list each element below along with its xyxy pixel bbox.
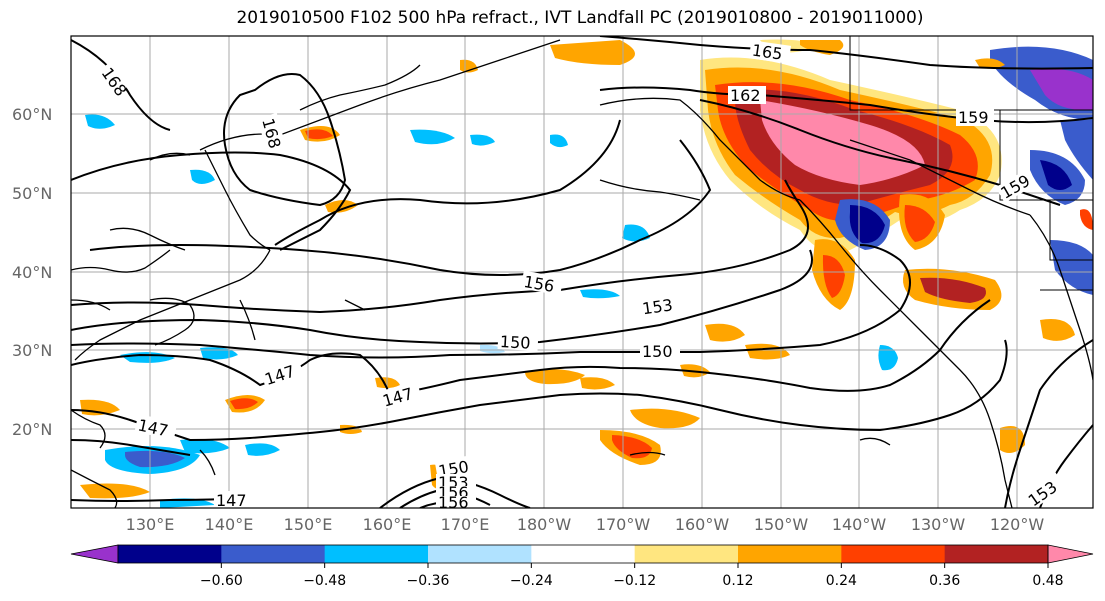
colorbar-tick-label: −0.24: [510, 573, 553, 589]
colorbar: −0.60 −0.48 −0.36 −0.24 −0.12 0.12 0.24 0.36 0.4…: [70, 544, 1094, 589]
colorbar-tick-label: 0.36: [929, 573, 960, 589]
lon-label: 130°W: [911, 515, 966, 534]
colorbar-swatch: [738, 545, 842, 563]
colorbar-tick-label: 0.12: [722, 573, 753, 589]
lon-label: 150°E: [284, 515, 333, 534]
contour-label: 165: [751, 41, 784, 64]
map-frame: [70, 35, 1094, 509]
colorbar-swatch: [634, 545, 739, 563]
lon-label: 170°W: [596, 515, 651, 534]
colorbar-tick-label: −0.36: [407, 573, 450, 589]
colorbar-extend-high: [1047, 544, 1094, 564]
colorbar-tick-label: −0.12: [613, 573, 656, 589]
lon-label: 120°W: [990, 515, 1045, 534]
lon-label: 170°E: [441, 515, 490, 534]
lat-label-40n: 40°N: [12, 263, 52, 282]
lon-label: 160°W: [675, 515, 730, 534]
lon-label: 160°E: [363, 515, 412, 534]
lon-label: 140°W: [832, 515, 887, 534]
lat-label-20n: 20°N: [12, 420, 52, 439]
map-title: 2019010500 F102 500 hPa refract., IVT La…: [236, 8, 924, 28]
contour-label: 156: [438, 493, 469, 512]
colorbar-swatch: [118, 545, 222, 563]
lon-label: 140°E: [205, 515, 254, 534]
lon-label: 150°W: [754, 515, 809, 534]
latitude-labels: 60°N 50°N 40°N 30°N 20°N: [12, 105, 52, 439]
colorbar-swatch: [944, 545, 1049, 563]
colorbar-extend-low: [70, 544, 119, 564]
lat-label-60n: 60°N: [12, 105, 52, 124]
lat-label-50n: 50°N: [12, 184, 52, 203]
map-panel: 168 168 165 162 159 159 156 153 150 150 …: [71, 36, 1093, 512]
boundaries: [849, 36, 1093, 291]
coastlines: [71, 39, 1093, 508]
longitude-labels: 130°E 140°E 150°E 160°E 170°E 180°W 170°…: [126, 515, 1045, 534]
contour-label: 150: [499, 332, 530, 353]
colorbar-swatch: [324, 545, 429, 563]
colorbar-tick-label: 0.48: [1032, 573, 1063, 589]
colorbar-swatch: [428, 545, 532, 563]
lon-label: 180°W: [517, 515, 572, 534]
colorbar-tick-label: −0.48: [303, 573, 346, 589]
contour-label: 150: [642, 342, 673, 361]
contour-label: 162: [730, 86, 761, 105]
refractivity-contours: [71, 36, 1093, 508]
contour-labels: 168 168 165 162 159 159 156 153 150 150 …: [94, 40, 1066, 512]
colorbar-frame: [117, 544, 1049, 564]
colorbar-tick-label: −0.60: [200, 573, 243, 589]
colorbar-swatch: [841, 545, 946, 563]
contour-label: 147: [216, 491, 247, 510]
lon-label: 130°E: [126, 515, 175, 534]
colorbar-tick-label: 0.24: [826, 573, 857, 589]
contour-label: 159: [958, 108, 989, 127]
graticule: [71, 36, 1093, 508]
colorbar-swatch: [531, 545, 636, 563]
colorbar-swatch: [221, 545, 326, 563]
lat-label-30n: 30°N: [12, 341, 52, 360]
contour-label: 153: [641, 295, 674, 318]
